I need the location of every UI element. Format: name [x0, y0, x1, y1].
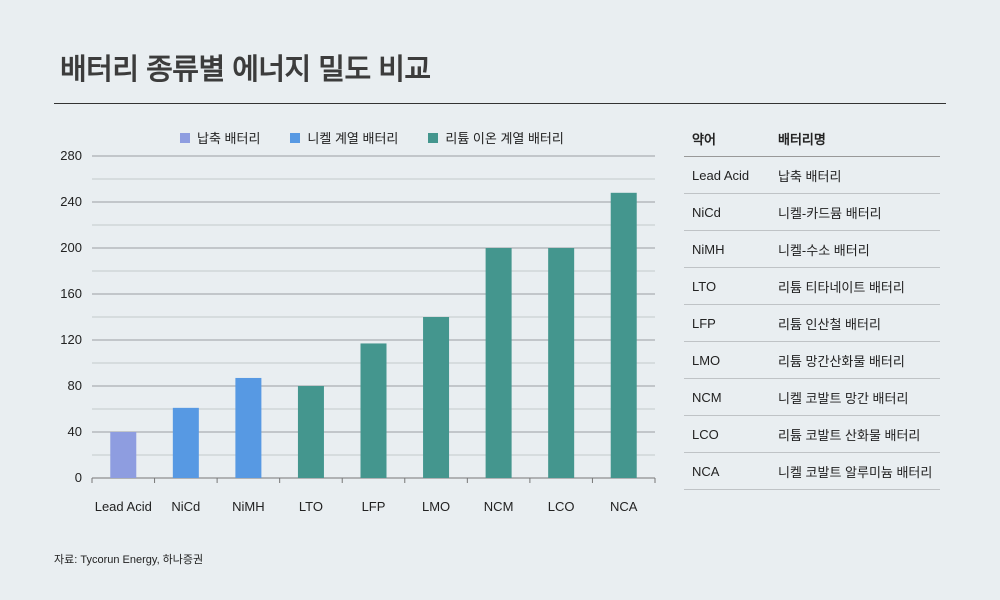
bar-lto — [297, 386, 324, 478]
y-tick-label: 200 — [60, 240, 82, 255]
legend-swatch — [428, 132, 439, 143]
y-tick-label: 160 — [60, 286, 82, 301]
cell-abbr: NiCd — [692, 204, 721, 220]
y-tick-label: 0 — [75, 470, 82, 485]
table-header: 약어 배터리명 — [684, 120, 940, 157]
cell-abbr: LFP — [692, 315, 716, 331]
table-row: LFP 리튬 인산철 배터리 — [684, 305, 940, 342]
cell-abbr: NCM — [692, 389, 722, 405]
cell-name: 리튬 코발트 산화물 배터리 — [778, 427, 921, 443]
table-row: NCA 니켈 코발트 알루미늄 배터리 — [684, 453, 940, 490]
legend-item-lead-acid: 납축 배터리 — [180, 128, 260, 147]
x-tick-label: Lead Acid — [95, 499, 152, 514]
bar-nimh — [235, 377, 262, 478]
cell-name: 리튬 인산철 배터리 — [778, 316, 881, 332]
bar-lead-acid — [110, 432, 137, 478]
legend-label: 니켈 계열 배터리 — [307, 131, 399, 146]
y-tick-label: 80 — [68, 378, 82, 393]
cell-abbr: NiMH — [692, 241, 725, 257]
table-row: NCM 니켈 코발트 망간 배터리 — [684, 379, 940, 416]
title-divider — [54, 103, 946, 104]
cell-name: 니켈 코발트 알루미늄 배터리 — [778, 464, 933, 480]
table-row: Lead Acid 납축 배터리 — [684, 157, 940, 194]
bar-nca — [610, 192, 637, 479]
bar-nicd — [172, 407, 199, 478]
y-tick-label: 40 — [68, 424, 82, 439]
cell-abbr: LMO — [692, 352, 721, 368]
x-tick-label: NCA — [610, 499, 638, 514]
x-tick-label: LFP — [362, 499, 386, 514]
x-tick-label: NCM — [484, 499, 514, 514]
legend-item-lithium-ion: 리튬 이온 계열 배터리 — [428, 128, 564, 147]
cell-abbr: LTO — [692, 278, 717, 294]
y-tick-label: 280 — [60, 148, 82, 163]
bar-lfp — [360, 343, 387, 478]
cell-abbr: LCO — [692, 426, 719, 442]
bar-lco — [548, 248, 575, 478]
page-title: 배터리 종류별 에너지 밀도 비교 — [60, 54, 431, 86]
table-row: LMO 리튬 망간산화물 배터리 — [684, 342, 940, 379]
x-tick-label: LTO — [299, 499, 323, 514]
cell-name: 리튬 티타네이트 배터리 — [778, 279, 905, 295]
cell-name: 리튬 망간산화물 배터리 — [778, 353, 905, 369]
bar-ncm — [485, 248, 512, 478]
x-tick-label: LCO — [548, 499, 575, 514]
y-tick-label: 240 — [60, 194, 82, 209]
cell-name: 납축 배터리 — [778, 168, 842, 184]
table-row: NiMH 니켈-수소 배터리 — [684, 231, 940, 268]
cell-abbr: NCA — [692, 463, 720, 479]
x-tick-label: LMO — [422, 499, 450, 514]
cell-name: 니켈-수소 배터리 — [778, 242, 870, 258]
bar-lmo — [423, 317, 450, 478]
x-tick-label: NiMH — [232, 499, 265, 514]
cell-name: 니켈-카드뮴 배터리 — [778, 205, 882, 221]
legend-item-nickel: 니켈 계열 배터리 — [290, 128, 398, 147]
table-row: LCO 리튬 코발트 산화물 배터리 — [684, 416, 940, 453]
header-name: 배터리명 — [778, 131, 826, 147]
cell-abbr: Lead Acid — [692, 167, 750, 183]
legend-label: 납축 배터리 — [197, 131, 261, 146]
y-tick-label: 120 — [60, 332, 82, 347]
abbreviation-table: 약어 배터리명 Lead Acid 납축 배터리 NiCd 니켈-카드뮴 배터리 NiM… — [684, 120, 968, 490]
table-row: NiCd 니켈-카드뮴 배터리 — [684, 194, 940, 231]
legend-label: 리튬 이온 계열 배터리 — [445, 131, 564, 146]
header-abbr: 약어 — [692, 131, 716, 147]
legend-swatch — [180, 132, 190, 143]
cell-name: 니켈 코발트 망간 배터리 — [778, 390, 909, 406]
x-tick-label: NiCd — [171, 499, 200, 514]
legend-swatch — [290, 132, 301, 143]
table-row: LTO 리튬 티타네이트 배터리 — [684, 268, 940, 305]
source-note: 자료: Tycorun Energy, 하나증권 — [54, 554, 204, 566]
chart-legend: 납축 배터리 니켈 계열 배터리 리튬 이온 계열 배터리 — [180, 128, 564, 147]
